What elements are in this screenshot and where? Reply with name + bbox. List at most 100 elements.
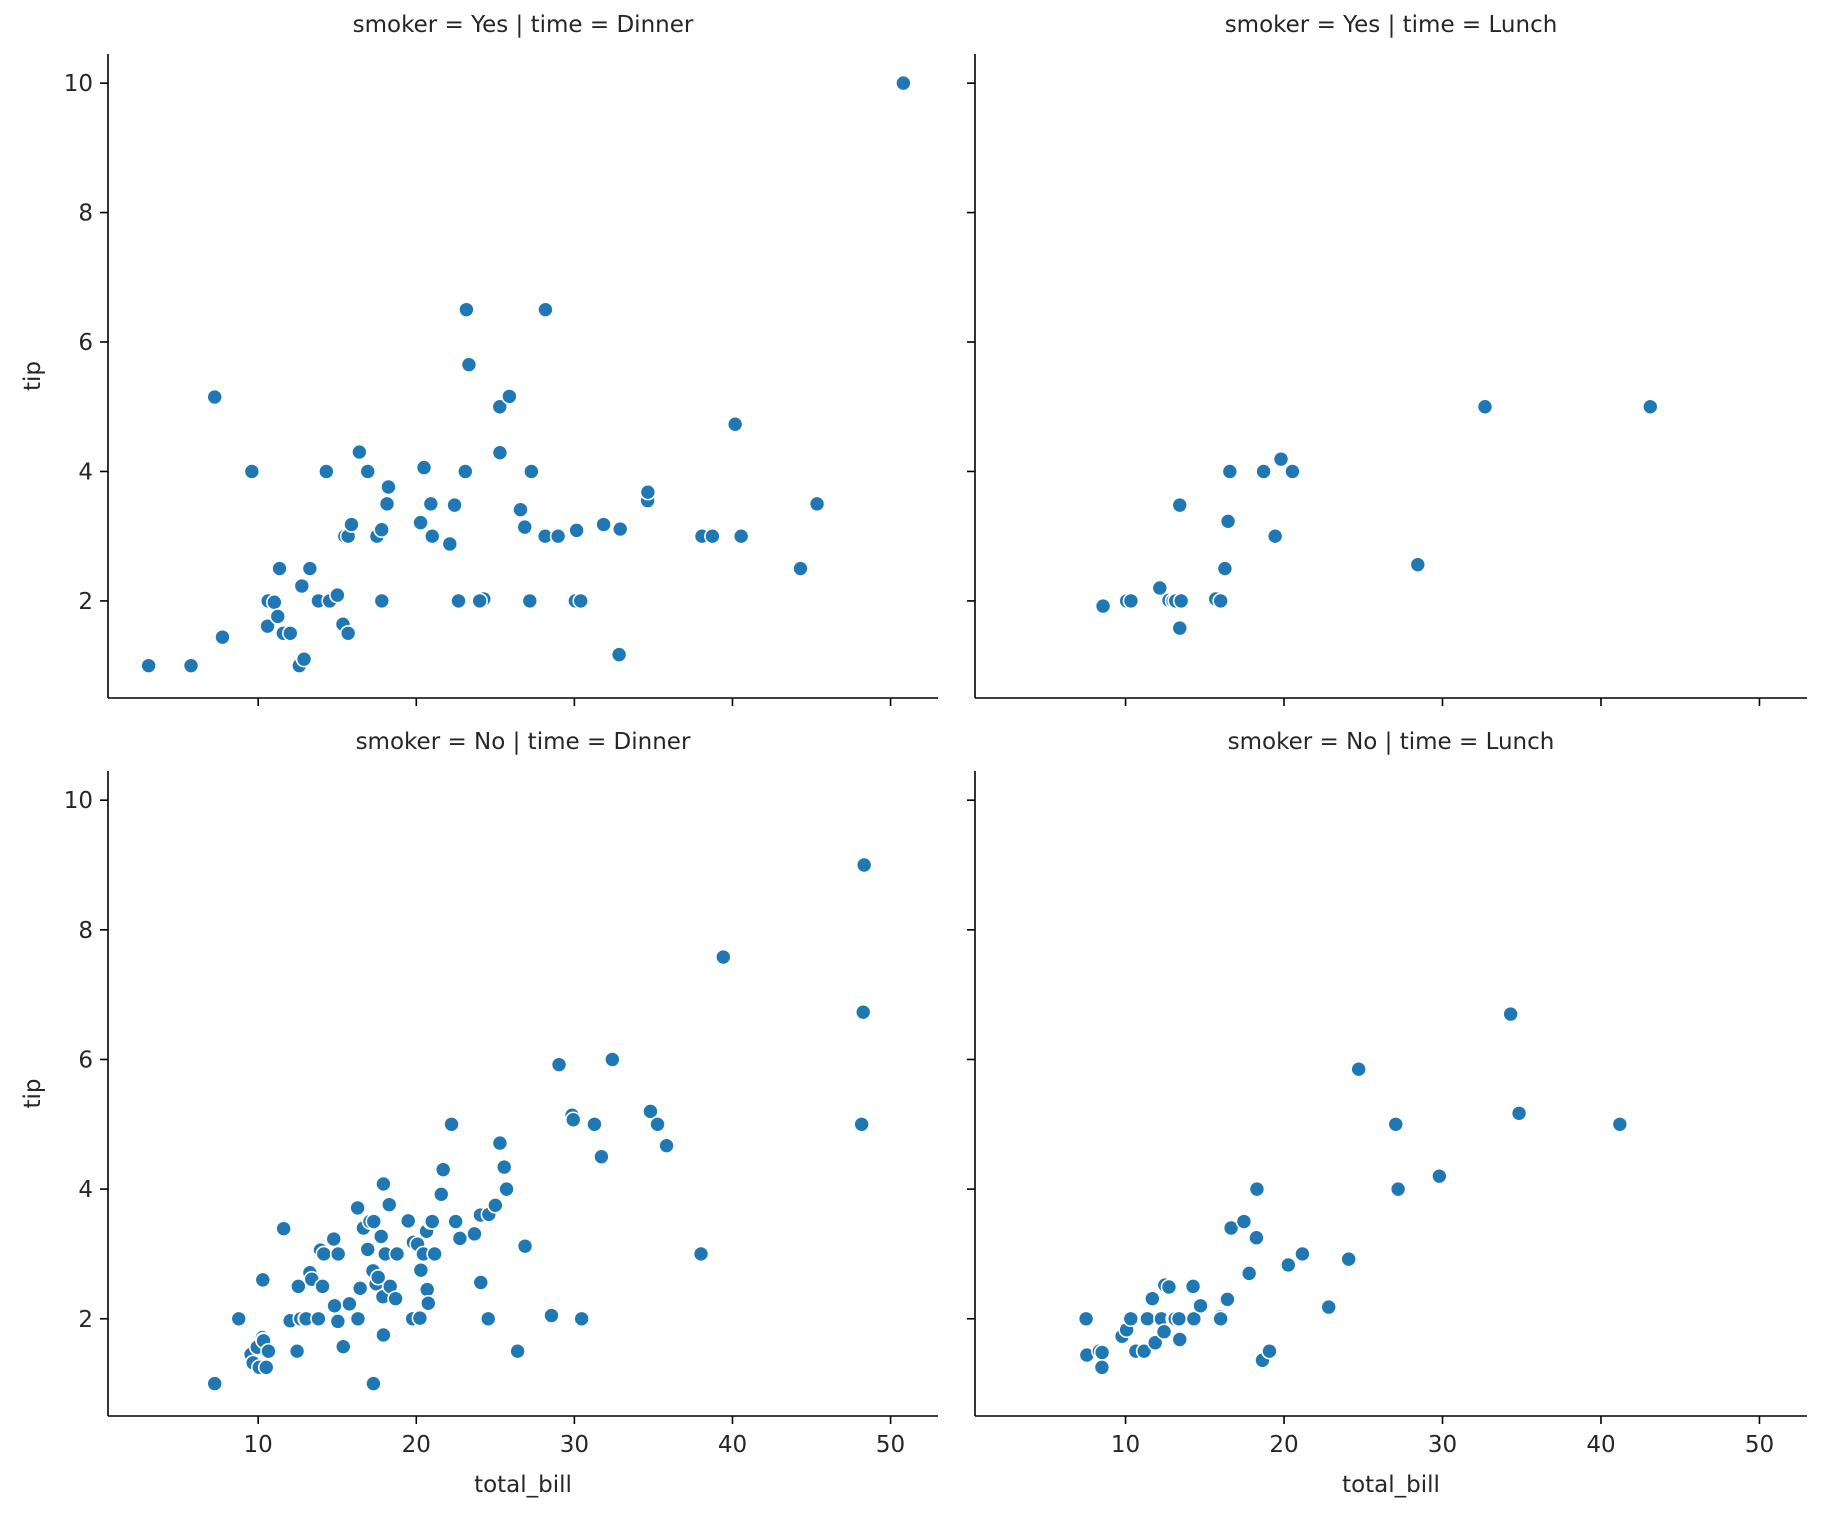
- y-tick-label: 2: [78, 589, 93, 615]
- data-point: [456, 463, 474, 480]
- data-point: [1476, 398, 1494, 416]
- data-point: [1185, 1310, 1203, 1328]
- data-point: [387, 1290, 404, 1307]
- data-point: [509, 1342, 526, 1360]
- x-tick-label: 40: [1586, 1432, 1615, 1458]
- data-point: [380, 478, 397, 496]
- data-point: [1122, 592, 1140, 610]
- data-point: [1255, 463, 1272, 480]
- data-point: [1387, 1115, 1405, 1133]
- data-point: [487, 1197, 504, 1214]
- data-point: [639, 483, 657, 501]
- data-point: [259, 617, 276, 635]
- data-point: [573, 1310, 590, 1328]
- x-tick-label: 50: [876, 1432, 905, 1458]
- data-point: [855, 856, 873, 874]
- data-point: [281, 624, 299, 642]
- y-tick-label: 10: [64, 71, 93, 97]
- data-point: [472, 1274, 490, 1291]
- data-point: [479, 1310, 497, 1328]
- data-point: [1320, 1298, 1338, 1316]
- data-point: [334, 1338, 352, 1355]
- data-point: [411, 1309, 429, 1327]
- data-point: [1171, 619, 1189, 637]
- panel-smoker-no-lunch: smoker = No | time = Lunch 10 20 30 40 50: [967, 729, 1807, 1458]
- x-tick-label: 10: [1111, 1432, 1140, 1458]
- data-point: [512, 501, 529, 518]
- data-point: [1155, 1323, 1173, 1341]
- y-tick-label: 6: [78, 330, 93, 356]
- data-point: [642, 1103, 659, 1120]
- data-point: [704, 527, 721, 545]
- data-point: [432, 1186, 450, 1203]
- data-point: [1240, 1265, 1258, 1282]
- data-point: [501, 388, 518, 405]
- data-point: [372, 1228, 390, 1245]
- panel-smoker-yes-dinner: smoker = Yes | time = Dinner 2 4 6 8 10: [64, 12, 938, 706]
- x-tick-label: 40: [718, 1432, 747, 1458]
- data-point: [1219, 513, 1237, 530]
- data-point: [375, 1326, 392, 1344]
- data-point: [450, 592, 467, 610]
- data-point: [1171, 496, 1189, 514]
- data-point: [1077, 1310, 1095, 1328]
- data-point: [1122, 1310, 1140, 1328]
- data-point: [1151, 579, 1169, 597]
- data-point: [351, 1279, 369, 1297]
- data-point: [380, 1196, 398, 1213]
- data-point: [269, 608, 287, 625]
- data-point: [230, 1310, 248, 1328]
- data-point: [1146, 1334, 1164, 1352]
- data-point: [808, 495, 826, 513]
- data-point: [343, 516, 360, 533]
- data-point: [516, 518, 534, 536]
- data-point: [423, 527, 441, 545]
- data-point: [1135, 1342, 1153, 1360]
- data-point: [1266, 527, 1284, 545]
- panel-smoker-no-dinner: smoker = No | time = Dinner 2 4 6 8 10 10 20 30…: [64, 729, 938, 1458]
- data-point: [369, 1268, 387, 1286]
- data-point: [1248, 1229, 1265, 1247]
- data-point: [426, 1245, 443, 1263]
- data-point: [206, 388, 224, 406]
- data-point: [458, 301, 475, 318]
- data-point: [1219, 1291, 1236, 1308]
- data-point: [349, 1199, 366, 1217]
- y-tick-label: 10: [64, 788, 93, 814]
- data-point: [1502, 1005, 1519, 1023]
- data-point: [611, 520, 629, 538]
- data-point: [310, 1310, 327, 1328]
- data-point: [1170, 1310, 1188, 1328]
- x-tick-label: 30: [1428, 1432, 1457, 1458]
- data-point: [434, 1161, 452, 1178]
- y-tick-label: 2: [78, 1307, 93, 1333]
- data-point: [1340, 1250, 1357, 1268]
- data-point: [443, 1115, 460, 1133]
- data-point: [271, 560, 288, 577]
- data-point: [658, 1137, 675, 1154]
- data-point: [1284, 463, 1301, 480]
- data-point: [288, 1342, 306, 1360]
- data-point: [732, 527, 750, 545]
- data-point: [610, 646, 628, 663]
- facet-title: smoker = Yes | time = Dinner: [353, 12, 694, 38]
- data-point: [471, 592, 488, 610]
- data-point: [359, 463, 377, 480]
- data-point: [521, 592, 539, 610]
- data-point: [1389, 1180, 1407, 1198]
- data-point: [853, 1115, 870, 1133]
- y-tick-label: 8: [78, 918, 93, 944]
- data-point: [498, 1180, 515, 1198]
- data-point: [301, 560, 319, 577]
- data-point: [422, 495, 440, 513]
- data-point: [726, 415, 744, 433]
- data-point: [373, 521, 390, 539]
- data-point: [1212, 592, 1229, 610]
- data-point: [446, 496, 463, 514]
- data-point: [564, 1111, 582, 1129]
- data-point: [586, 1115, 603, 1133]
- data-point: [266, 593, 283, 611]
- data-point: [451, 1230, 469, 1247]
- facet-title: smoker = Yes | time = Lunch: [1225, 12, 1558, 38]
- data-point: [1294, 1245, 1311, 1263]
